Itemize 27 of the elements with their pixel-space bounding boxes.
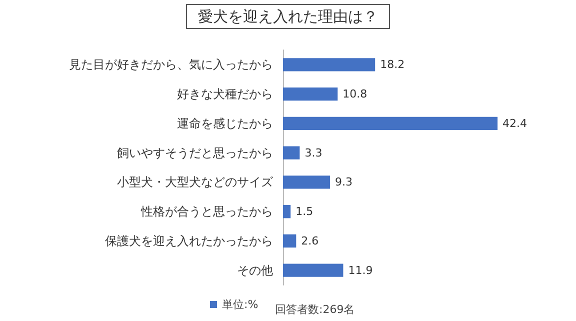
chart-title: 愛犬を迎え入れた理由は？ [198,8,378,26]
text: 回答者数:269名 [275,303,355,316]
bar [283,116,498,130]
y-tick-label: その他 [237,263,273,278]
data-label: 10.8 [342,88,368,101]
y-tick-label: 保護犬を迎え入れたかったから [105,234,273,248]
bar [283,87,338,101]
y-tick-label: 見た目が好きだから、気に入ったから [69,58,273,72]
data-label: 1.5 [296,205,314,218]
data-label: 9.3 [335,176,353,189]
legend-label: 単位:% [222,298,258,311]
bar [283,146,300,160]
bar [283,176,330,189]
bar [283,234,296,248]
bar [283,58,376,72]
y-tick-label: 好きな犬種だから [177,87,273,102]
y-tick-label: 運命を感じたから [177,116,273,130]
y-tick-label: 小型犬・大型犬などのサイズ [117,175,274,190]
y-tick-label: 飼いやすそうだと思ったから [117,146,273,160]
data-label: 42.4 [502,116,528,130]
bar [283,204,291,218]
bar [283,264,344,277]
data-label: 11.9 [348,264,373,277]
y-tick-label: 性格が合うと思ったから [140,204,273,219]
data-label: 3.3 [304,146,322,160]
data-label: 2.6 [301,234,319,248]
data-label: 18.2 [380,58,405,72]
